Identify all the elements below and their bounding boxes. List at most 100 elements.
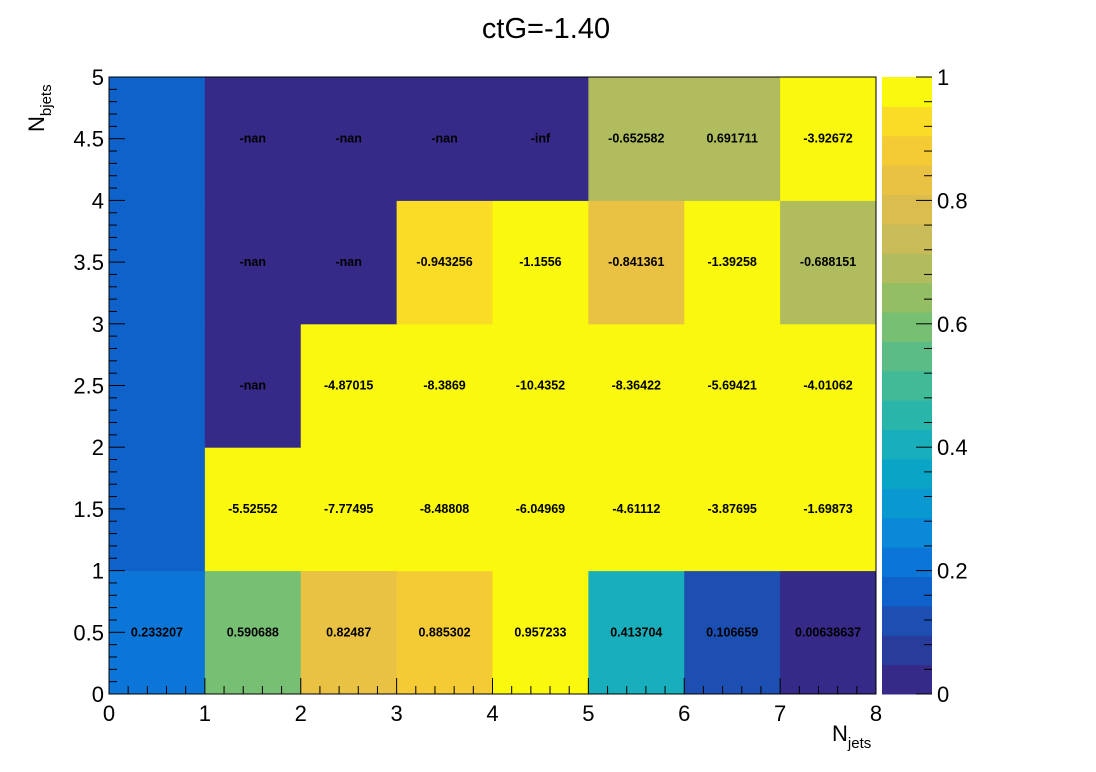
heatmap-cell bbox=[204, 570, 302, 695]
heatmap-cell bbox=[204, 323, 302, 448]
palette-swatch bbox=[882, 429, 932, 460]
y-tick-label: 0.5 bbox=[73, 620, 104, 645]
cell-value-label: 0.885302 bbox=[418, 625, 470, 639]
heatmap-cell bbox=[204, 77, 302, 201]
x-tick-label: 8 bbox=[870, 701, 882, 726]
x-tick-label: 4 bbox=[486, 701, 498, 726]
heatmap-cell bbox=[780, 77, 877, 201]
cell-value-label: -4.61112 bbox=[612, 502, 660, 516]
heatmap-cell bbox=[588, 77, 685, 201]
palette-swatch bbox=[882, 165, 932, 196]
cell-value-label: -0.943256 bbox=[416, 255, 472, 269]
cell-value-label: -nan bbox=[335, 255, 361, 269]
z-tick-label: 0.8 bbox=[937, 188, 968, 213]
heatmap-cell bbox=[396, 77, 493, 201]
x-tick-label: 7 bbox=[774, 701, 786, 726]
cell-value-label: 0.590688 bbox=[227, 625, 279, 639]
heatmap-cell bbox=[204, 447, 302, 572]
y-tick-label: 0 bbox=[92, 682, 104, 707]
palette-swatch bbox=[882, 517, 932, 548]
y-tick-label: 4.5 bbox=[73, 127, 104, 152]
heatmap-cell bbox=[109, 77, 206, 201]
z-tick-label: 1 bbox=[937, 65, 949, 90]
heatmap-cell bbox=[684, 77, 781, 201]
palette-swatch bbox=[882, 605, 932, 636]
y-axis-label-sub: bjets bbox=[38, 84, 55, 116]
cell-value-label: 0.82487 bbox=[326, 625, 371, 639]
heatmap-cell bbox=[396, 447, 493, 572]
heatmap-cell bbox=[396, 570, 493, 695]
heatmap-cell bbox=[109, 447, 206, 572]
palette-swatch bbox=[882, 194, 932, 225]
palette-swatch bbox=[882, 77, 932, 107]
y-tick-label: 3 bbox=[92, 312, 104, 337]
cell-value-label: -3.87695 bbox=[708, 502, 757, 516]
cell-value-label: -0.652582 bbox=[608, 132, 664, 146]
heatmap-cell bbox=[396, 200, 493, 325]
cell-value-label: -3.92672 bbox=[803, 132, 852, 146]
heatmap-cell bbox=[684, 200, 781, 325]
cell-value-label: -4.87015 bbox=[324, 379, 373, 393]
cell-value-label: -0.841361 bbox=[608, 255, 664, 269]
x-axis: 0 1 2 3 4 5 6 7 8 bbox=[103, 678, 882, 726]
heatmap-cell bbox=[300, 447, 398, 572]
cell-labels: 0.233207 0.590688 0.82487 0.885302 0.957233 0… bbox=[131, 132, 861, 640]
heatmap-cell bbox=[300, 200, 398, 325]
heatmap-cells bbox=[109, 77, 877, 695]
cell-value-label: -6.04969 bbox=[516, 502, 565, 516]
heatmap-cell bbox=[109, 200, 206, 325]
heatmap-cell bbox=[588, 570, 685, 695]
heatmap-cell bbox=[300, 77, 398, 201]
chart-title: ctG=-1.40 bbox=[482, 13, 610, 45]
heatmap-cell bbox=[492, 323, 589, 448]
heatmap-cell bbox=[492, 77, 589, 201]
cell-value-label: -nan bbox=[240, 379, 266, 393]
z-tick-label: 0 bbox=[937, 682, 949, 707]
cell-value-label: -nan bbox=[431, 132, 457, 146]
z-tick-label: 0.4 bbox=[937, 435, 968, 460]
cell-value-label: -5.69421 bbox=[708, 379, 757, 393]
heatmap-cell bbox=[300, 323, 398, 448]
palette-swatch bbox=[882, 635, 932, 666]
palette-swatch bbox=[882, 253, 932, 284]
cell-value-label: -nan bbox=[335, 132, 361, 146]
y-axis: 0 0.5 1 1.5 2 2.5 3 3.5 4 4.5 5 bbox=[73, 65, 125, 707]
z-tick-label: 0.2 bbox=[937, 559, 968, 584]
x-tick-label: 1 bbox=[199, 701, 211, 726]
color-palette bbox=[882, 77, 932, 695]
palette-swatch bbox=[882, 106, 932, 137]
palette-swatch bbox=[882, 223, 932, 254]
x-axis-label-sub: jets bbox=[847, 735, 871, 752]
y-tick-label: 4 bbox=[92, 188, 104, 213]
x-axis-label: Njets bbox=[832, 721, 871, 752]
heatmap-cell bbox=[109, 570, 206, 695]
cell-value-label: -1.1556 bbox=[519, 255, 561, 269]
heatmap-cell bbox=[300, 570, 398, 695]
y-tick-label: 1.5 bbox=[73, 497, 104, 522]
cell-value-label: -inf bbox=[531, 132, 551, 146]
cell-value-label: -8.48808 bbox=[420, 502, 469, 516]
y-tick-label: 5 bbox=[92, 65, 104, 90]
y-tick-label: 1 bbox=[92, 559, 104, 584]
z-axis: 0 0.2 0.4 0.6 0.8 1 bbox=[916, 65, 968, 707]
cell-value-label: 0.106659 bbox=[706, 625, 758, 639]
cell-value-label: 0.00638637 bbox=[795, 625, 861, 639]
x-tick-label: 3 bbox=[391, 701, 403, 726]
cell-value-label: -1.39258 bbox=[708, 255, 757, 269]
heatmap-cell bbox=[684, 447, 781, 572]
heatmap-cell bbox=[588, 447, 685, 572]
z-tick-label: 0.6 bbox=[937, 312, 968, 337]
palette-swatch bbox=[882, 664, 932, 695]
cell-value-label: -0.688151 bbox=[800, 255, 856, 269]
palette-swatch bbox=[882, 400, 932, 431]
heatmap-cell bbox=[780, 323, 877, 448]
y-tick-label: 3.5 bbox=[73, 250, 104, 275]
heatmap-cell bbox=[588, 323, 685, 448]
x-tick-label: 0 bbox=[103, 701, 115, 726]
heatmap-cell bbox=[780, 447, 877, 572]
heatmap-cell bbox=[492, 570, 589, 695]
cell-value-label: -7.77495 bbox=[324, 502, 373, 516]
heatmap-cell bbox=[396, 323, 493, 448]
heatmap-cell bbox=[492, 447, 589, 572]
